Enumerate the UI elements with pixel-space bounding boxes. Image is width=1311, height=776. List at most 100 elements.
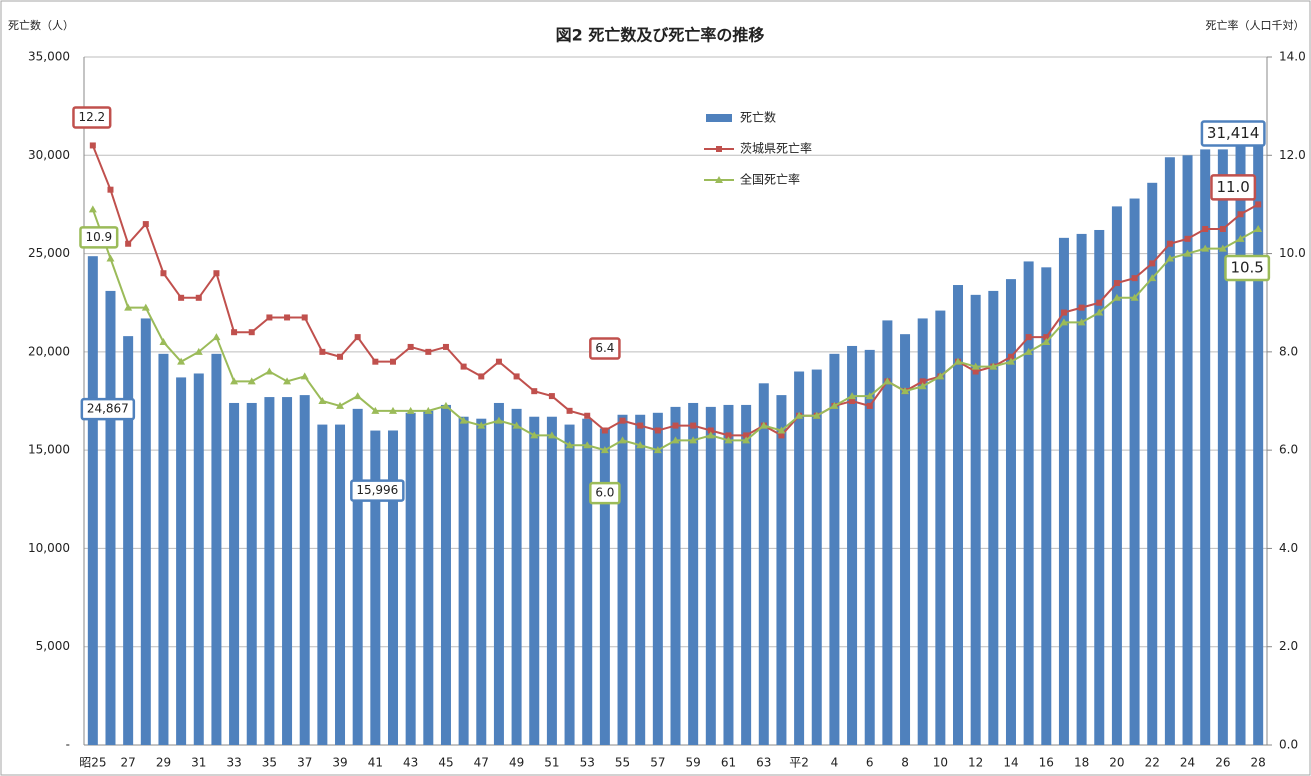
marker <box>919 378 926 385</box>
marker <box>1202 226 1209 232</box>
marker <box>883 377 892 385</box>
x-tick-label: 24 <box>1180 756 1195 770</box>
marker <box>1254 225 1263 232</box>
marker <box>1095 308 1104 316</box>
x-tick-label: 49 <box>509 756 524 770</box>
marker <box>372 358 379 365</box>
bar <box>1023 261 1034 745</box>
marker <box>425 348 432 355</box>
bar <box>829 353 840 745</box>
marker <box>971 362 980 370</box>
marker <box>777 426 786 434</box>
marker <box>812 411 821 419</box>
marker <box>707 427 714 434</box>
marker <box>231 329 238 336</box>
marker <box>1059 318 1068 326</box>
bar <box>670 406 681 745</box>
marker <box>848 392 857 400</box>
marker <box>1078 304 1085 311</box>
y2-tick-label: 10.0 <box>1279 246 1306 260</box>
marker <box>88 205 97 213</box>
marker <box>107 186 114 193</box>
marker <box>566 407 573 414</box>
bar <box>176 377 187 745</box>
bar <box>299 395 310 745</box>
bar <box>758 383 769 745</box>
marker <box>495 358 502 365</box>
marker <box>406 406 415 414</box>
data-label: 12.2 <box>78 110 105 124</box>
bar <box>493 402 504 745</box>
x-tick-label: 14 <box>1003 756 1018 770</box>
bar <box>370 430 381 745</box>
y2-axis-label: 死亡率（人口千対） <box>1206 18 1305 32</box>
y-axis-label: 死亡数（人） <box>8 18 74 32</box>
data-label-box <box>1200 120 1266 147</box>
marker <box>336 401 345 409</box>
marker <box>584 412 591 419</box>
x-tick-label: 55 <box>615 756 630 770</box>
bar <box>1041 267 1052 745</box>
bar <box>1076 233 1087 745</box>
bar <box>1217 149 1228 746</box>
marker <box>548 393 555 400</box>
marker <box>865 392 874 400</box>
marker <box>1112 293 1121 301</box>
y-tick-label: 20,000 <box>28 344 70 358</box>
legend-swatch <box>706 114 732 122</box>
y-tick-label: 15,000 <box>28 443 70 457</box>
x-tick-label: 53 <box>580 756 595 770</box>
marker <box>1183 249 1192 257</box>
marker <box>1077 318 1086 326</box>
x-tick-label: 12 <box>968 756 983 770</box>
bar <box>193 373 204 745</box>
x-tick-label: 45 <box>438 756 453 770</box>
y2-tick-label: 6.0 <box>1279 443 1298 457</box>
marker <box>230 377 239 385</box>
marker <box>901 387 910 395</box>
marker <box>125 240 132 247</box>
bar <box>617 414 628 745</box>
marker <box>1219 226 1226 232</box>
bar <box>1182 155 1193 746</box>
marker <box>972 368 979 375</box>
marker <box>601 427 608 434</box>
marker <box>530 431 539 439</box>
marker <box>918 382 927 390</box>
bar <box>211 353 222 745</box>
marker <box>759 421 768 429</box>
x-tick-label: 18 <box>1074 756 1089 770</box>
y-tick-label: 5,000 <box>36 639 70 653</box>
legend-marker <box>716 146 722 152</box>
x-tick-label: 22 <box>1145 756 1160 770</box>
marker <box>849 398 856 404</box>
marker <box>212 333 221 341</box>
marker <box>1043 334 1050 341</box>
x-tick-label: 10 <box>933 756 948 770</box>
y2-tick-label: 14.0 <box>1279 50 1306 64</box>
marker <box>337 353 344 360</box>
bar <box>246 402 257 745</box>
data-label: 10.9 <box>85 230 112 244</box>
marker <box>690 422 697 429</box>
marker <box>1166 240 1173 247</box>
marker <box>1148 274 1157 282</box>
marker <box>1201 244 1210 252</box>
data-label-box <box>1224 254 1271 282</box>
x-tick-label: 51 <box>544 756 559 770</box>
data-label-box <box>72 106 112 129</box>
marker <box>512 421 521 429</box>
x-tick-label: 4 <box>831 756 839 770</box>
marker <box>1218 244 1227 252</box>
x-tick-label: 43 <box>403 756 418 770</box>
marker <box>353 392 362 400</box>
x-tick-label: 59 <box>686 756 701 770</box>
marker <box>689 436 698 444</box>
x-tick-label: 57 <box>650 756 665 770</box>
marker <box>1042 338 1051 346</box>
bar <box>811 369 822 745</box>
marker <box>160 270 167 277</box>
x-tick-label: 41 <box>368 756 383 770</box>
bar <box>988 290 999 745</box>
